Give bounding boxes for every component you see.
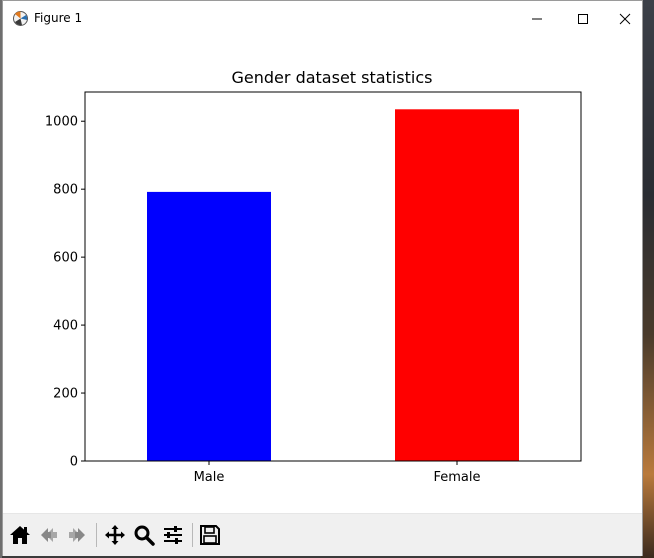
zoom-button[interactable] xyxy=(131,522,157,548)
toolbar-separator xyxy=(192,523,193,547)
desktop-background-right xyxy=(641,0,654,558)
toolbar-separator xyxy=(96,523,97,547)
configure-subplots-icon xyxy=(164,526,182,544)
pan-icon xyxy=(105,525,125,545)
maximize-icon xyxy=(578,14,588,24)
bar-male xyxy=(147,191,271,461)
window-title: Figure 1 xyxy=(34,11,83,25)
home-button[interactable] xyxy=(7,522,33,548)
back-button[interactable] xyxy=(36,522,62,548)
navigation-toolbar xyxy=(3,513,642,556)
desktop-background-left xyxy=(0,0,2,558)
bar-chart: Gender dataset statistics Male Female 0 200… xyxy=(45,68,582,485)
figure-window: Figure 1 Gender dataset statistics Male F… xyxy=(2,0,643,556)
axes-frame xyxy=(84,91,582,462)
minimize-icon xyxy=(532,18,542,20)
home-icon xyxy=(10,526,30,544)
bar-female xyxy=(395,109,519,462)
y-tick-label: 800 xyxy=(53,183,78,198)
save-button[interactable] xyxy=(197,522,223,548)
x-tick-label: Male xyxy=(194,470,225,485)
forward-icon xyxy=(69,528,85,542)
x-tick-label: Female xyxy=(433,470,480,485)
configure-subplots-button[interactable] xyxy=(160,522,186,548)
close-button[interactable] xyxy=(602,1,648,37)
chart-title: Gender dataset statistics xyxy=(232,68,433,87)
close-icon xyxy=(619,13,631,25)
y-tick-label: 1000 xyxy=(45,115,78,130)
plot-area: Male Female 0 200 400 600 800 1000 xyxy=(45,91,582,485)
maximize-button[interactable] xyxy=(560,1,606,37)
back-icon xyxy=(41,528,57,542)
title-bar[interactable]: Figure 1 xyxy=(3,1,642,37)
forward-button[interactable] xyxy=(64,522,90,548)
y-tick-label: 200 xyxy=(53,387,78,402)
y-tick-label: 600 xyxy=(53,251,78,266)
figure-canvas[interactable]: Gender dataset statistics Male Female 0 200… xyxy=(3,37,642,513)
y-tick-label: 400 xyxy=(53,319,78,334)
save-icon xyxy=(200,525,220,545)
zoom-icon xyxy=(134,525,155,546)
y-tick-label: 0 xyxy=(70,455,78,470)
pan-button[interactable] xyxy=(102,522,128,548)
minimize-button[interactable] xyxy=(514,1,560,37)
matplotlib-app-icon xyxy=(12,10,29,27)
